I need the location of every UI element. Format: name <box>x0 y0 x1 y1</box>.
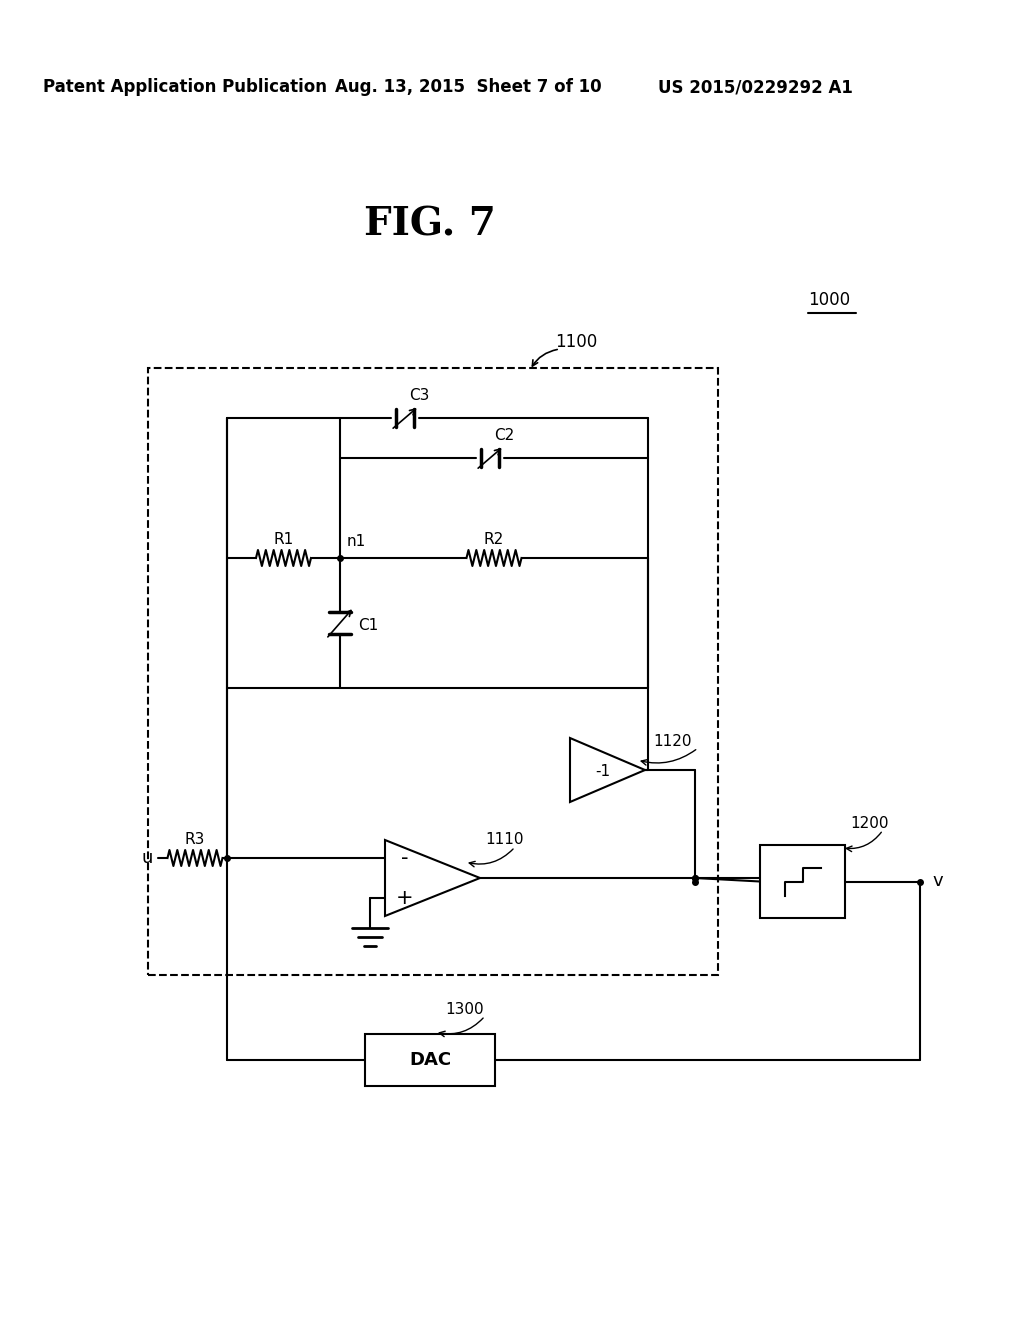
Text: R3: R3 <box>184 833 205 847</box>
Polygon shape <box>570 738 645 803</box>
Text: 1000: 1000 <box>808 290 850 309</box>
Text: R2: R2 <box>484 532 504 548</box>
Bar <box>148 368 718 975</box>
Text: R1: R1 <box>273 532 294 548</box>
Text: 1200: 1200 <box>850 816 889 830</box>
Bar <box>365 1034 495 1086</box>
Polygon shape <box>385 840 480 916</box>
Text: C2: C2 <box>494 429 514 444</box>
Text: Aug. 13, 2015  Sheet 7 of 10: Aug. 13, 2015 Sheet 7 of 10 <box>335 78 601 96</box>
Text: 1100: 1100 <box>555 333 597 351</box>
Text: -: - <box>401 847 409 869</box>
Text: 1110: 1110 <box>485 833 523 847</box>
Text: u: u <box>141 849 153 867</box>
Text: C1: C1 <box>358 619 378 634</box>
Text: DAC: DAC <box>409 1051 451 1069</box>
Text: -1: -1 <box>595 764 610 780</box>
Text: FIG. 7: FIG. 7 <box>365 206 496 244</box>
Text: +: + <box>396 888 414 908</box>
Text: Patent Application Publication: Patent Application Publication <box>43 78 327 96</box>
Text: 1300: 1300 <box>445 1002 483 1016</box>
Text: v: v <box>932 873 943 891</box>
Text: n1: n1 <box>347 533 367 549</box>
Text: C3: C3 <box>409 388 429 404</box>
Bar <box>760 845 845 917</box>
Text: US 2015/0229292 A1: US 2015/0229292 A1 <box>657 78 852 96</box>
Text: 1120: 1120 <box>653 734 691 750</box>
